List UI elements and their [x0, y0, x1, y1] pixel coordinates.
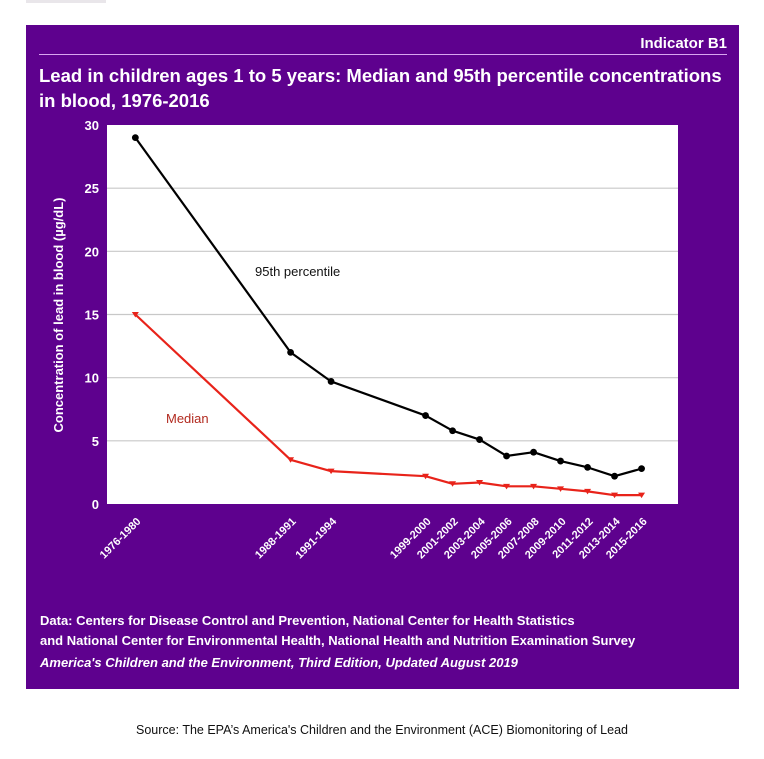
data-point [422, 412, 429, 419]
data-point [131, 134, 139, 142]
data-point [449, 427, 456, 435]
edition-credit: America's Children and the Environment, … [40, 655, 518, 670]
series-95th-percentile [131, 134, 645, 480]
series-line [134, 136, 642, 478]
data-point [287, 349, 294, 356]
chart-title: Lead in children ages 1 to 5 years: Medi… [39, 65, 722, 111]
annotation-median: Median [166, 411, 209, 426]
data-point [557, 486, 565, 492]
data-point [476, 436, 483, 443]
y-tick-label: 25 [85, 181, 99, 196]
data-point [557, 457, 564, 465]
data-point [611, 472, 618, 480]
header-divider [39, 54, 727, 55]
y-tick-label: 30 [85, 118, 99, 133]
y-tick-label: 15 [85, 308, 99, 323]
data-credit: Data: Centers for Disease Control and Pr… [40, 611, 635, 651]
y-axis-label: Concentration of lead in blood (µg/dL) [51, 198, 66, 433]
data-point [476, 480, 484, 486]
data-point [327, 468, 335, 475]
data-point [327, 378, 335, 385]
data-credit-line-1: Data: Centers for Disease Control and Pr… [40, 613, 575, 628]
y-tick-label: 5 [92, 434, 99, 449]
data-point [449, 481, 457, 487]
series-line [134, 313, 642, 497]
data-point [584, 463, 591, 471]
gridlines [107, 187, 678, 442]
data-point [638, 492, 646, 499]
data-point [584, 488, 592, 495]
data-point [422, 473, 430, 480]
data-point [530, 448, 537, 456]
y-tick-label: 10 [85, 371, 99, 386]
data-point [611, 492, 619, 499]
data-credit-line-2: and National Center for Environmental He… [40, 633, 636, 648]
y-tick-label: 0 [92, 497, 99, 512]
y-tick-label: 20 [85, 244, 99, 259]
series-median [131, 312, 646, 499]
data-point [638, 465, 645, 473]
annotation-95th-percentile: 95th percentile [255, 264, 340, 279]
x-tick-label: 1988-1991 [253, 516, 299, 562]
top-strip [26, 0, 106, 3]
data-point [287, 457, 295, 463]
line-chart: 0 5 10 15 20 25 30 1976-1980 1988-19911991-1994… [51, 118, 678, 561]
source-caption: Source: The EPA’s America's Children and… [136, 723, 628, 737]
x-tick-label: 1976-1980 [98, 516, 144, 562]
y-tick-labels: 0 5 10 15 20 25 30 [85, 118, 99, 512]
x-tick-label: 1991-1994 [294, 515, 340, 561]
series-lines [131, 134, 646, 499]
indicator-label: Indicator B1 [640, 35, 727, 52]
data-point [530, 483, 538, 490]
data-point [503, 483, 511, 490]
data-point [131, 312, 139, 318]
data-point [503, 452, 510, 460]
chart-panel: Indicator B1 Lead in children ages 1 to … [26, 25, 739, 689]
